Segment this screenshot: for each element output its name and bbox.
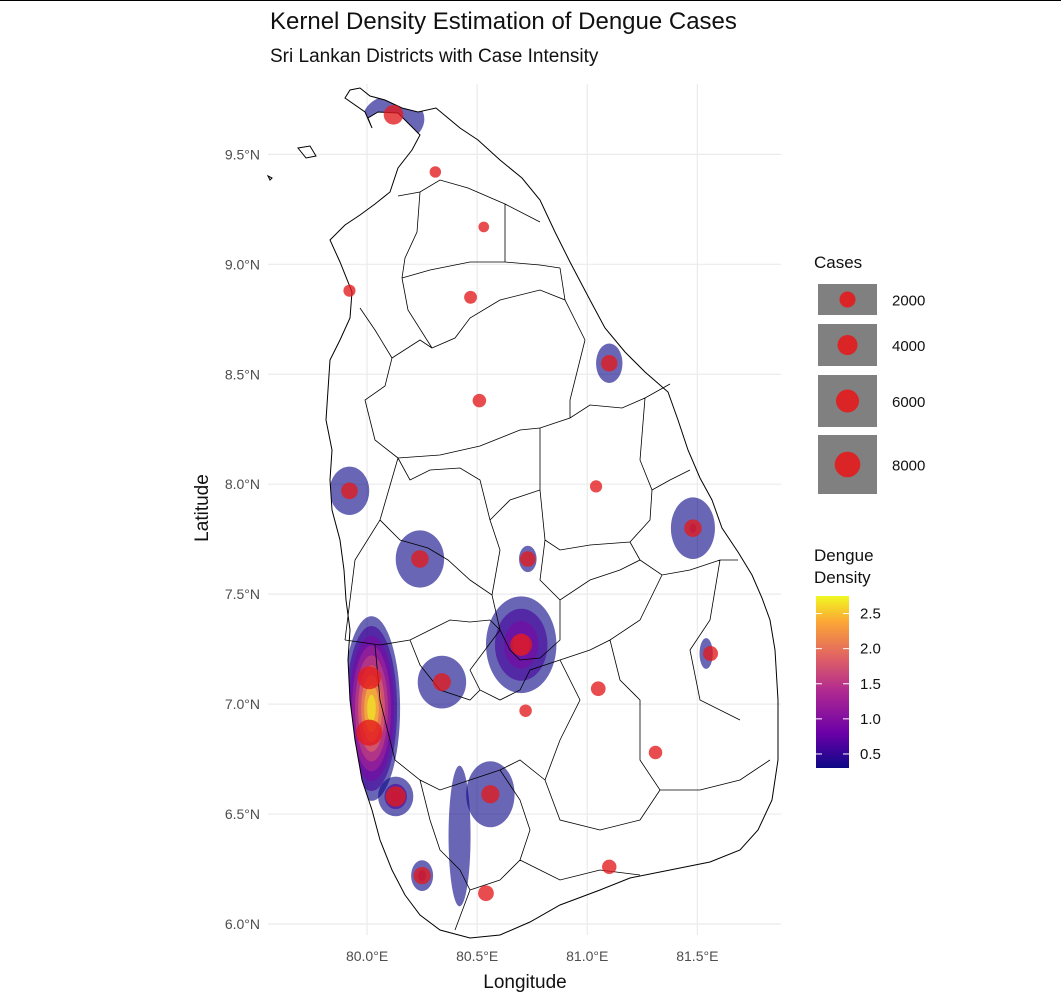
chart-subtitle: Sri Lankan Districts with Case Intensity — [270, 46, 599, 67]
top-border — [0, 0, 1061, 1]
density-contour — [367, 694, 376, 723]
case-point — [478, 885, 494, 902]
case-point — [520, 551, 536, 567]
case-point — [464, 290, 477, 304]
x-tick-label: 81.5°E — [676, 948, 718, 964]
size-legend-dot — [837, 335, 858, 355]
case-point — [411, 550, 429, 568]
x-tick-label: 80.5°E — [456, 948, 498, 964]
x-tick-label: 80.0°E — [346, 948, 388, 964]
y-tick-label: 8.5°N — [225, 366, 260, 382]
coastline — [325, 87, 779, 939]
case-point — [472, 393, 487, 408]
y-axis-title: Latitude — [192, 474, 213, 542]
size-legend-label: 8000 — [892, 458, 925, 475]
color-legend-bar — [816, 596, 849, 768]
density-contour — [448, 765, 471, 907]
size-legend-title: Cases — [814, 253, 862, 272]
color-legend-label: 0.5 — [860, 746, 881, 763]
color-legend-label: 2.0 — [860, 641, 881, 658]
density-layer — [329, 94, 715, 907]
case-point — [383, 104, 404, 125]
case-point — [343, 284, 356, 297]
island-outline — [266, 87, 779, 939]
y-tick-label: 6.0°N — [225, 916, 260, 932]
case-point — [684, 519, 702, 537]
case-point — [356, 719, 383, 746]
case-point — [481, 785, 500, 804]
y-tick-label: 9.5°N — [225, 146, 260, 162]
color-legend-title: Density — [814, 568, 871, 587]
case-point — [341, 482, 358, 500]
y-tick-label: 9.0°N — [225, 256, 260, 272]
size-legend-dot — [834, 451, 861, 478]
y-tick-label: 6.5°N — [225, 806, 260, 822]
case-point — [589, 480, 603, 493]
case-point — [357, 666, 381, 690]
case-point — [519, 704, 532, 717]
x-tick-label: 81.0°E — [566, 948, 608, 964]
case-point — [385, 786, 406, 807]
offshore-island — [266, 174, 273, 181]
case-point — [648, 745, 663, 760]
case-point — [478, 221, 490, 233]
legend: Cases 2000 4000 6000 8000 Dengue Density 0.5 1.0… — [814, 253, 925, 768]
case-point — [590, 681, 606, 697]
color-legend-title: Dengue — [814, 546, 874, 565]
case-point — [429, 166, 442, 178]
case-point — [413, 866, 431, 885]
offshore-island — [297, 145, 317, 159]
size-legend-label: 4000 — [892, 338, 925, 355]
size-legend-dot — [835, 389, 860, 413]
case-point — [601, 355, 618, 372]
case-point — [602, 859, 617, 875]
case-point — [510, 633, 533, 656]
case-points — [341, 104, 719, 902]
color-legend-label: 2.5 — [860, 606, 881, 623]
y-tick-label: 7.0°N — [225, 696, 260, 712]
chart-title: Kernel Density Estimation of Dengue Case… — [270, 8, 737, 35]
color-legend-label: 1.0 — [860, 711, 881, 728]
case-point — [703, 646, 719, 662]
x-axis-title: Longitude — [483, 972, 566, 993]
size-legend-dot — [839, 291, 856, 308]
axes: 80.0°E 80.5°E 81.0°E 81.5°E 6.0°N 6.5°N 7.0°N 7… — [192, 146, 718, 993]
size-legend-label: 6000 — [892, 394, 925, 411]
case-point — [432, 673, 451, 692]
district-borders — [344, 179, 771, 931]
y-tick-label: 7.5°N — [225, 586, 260, 602]
color-legend-label: 1.5 — [860, 676, 881, 693]
size-legend-label: 2000 — [892, 293, 925, 310]
y-tick-label: 8.0°N — [225, 476, 260, 492]
